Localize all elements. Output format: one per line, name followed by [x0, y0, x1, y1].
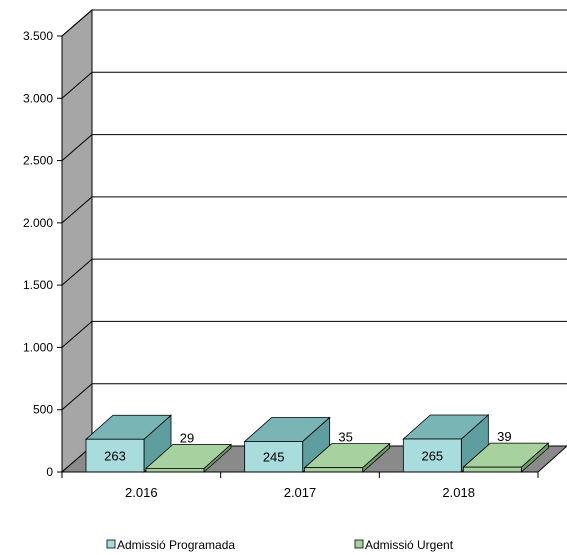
y-tick-label: 0: [46, 465, 53, 479]
y-tick-label: 2.000: [23, 216, 53, 230]
gridline-side: [61, 383, 93, 411]
bar-front: [145, 467, 205, 473]
x-tick-label: 2.018: [442, 485, 475, 500]
gridline-side: [61, 9, 93, 37]
data-label: 245: [263, 450, 285, 465]
legend: Admissió Programada Admissió Urgent: [106, 538, 454, 552]
x-tick-label: 2.017: [284, 485, 317, 500]
gridline-side: [61, 71, 93, 99]
data-label: 263: [104, 449, 126, 464]
chart-walls: [60, 8, 567, 474]
bar: 39: [462, 429, 550, 473]
legend-label-urgent: Admissió Urgent: [365, 538, 454, 552]
bar-front: [462, 466, 522, 473]
x-tick-label: 2.016: [125, 485, 158, 500]
x-axis: 2.016 2.017 2.018: [61, 471, 539, 500]
gridline-side: [61, 134, 93, 161]
y-tick-label: 1.000: [23, 340, 53, 354]
bar: 35: [303, 430, 391, 473]
gridline-side: [61, 321, 93, 348]
gridline-side: [61, 196, 93, 224]
y-tick-label: 2.500: [23, 154, 53, 168]
side-wall: [61, 8, 93, 474]
bar-front: [304, 467, 364, 473]
data-label: 39: [497, 429, 511, 444]
y-tick-label: 3.500: [23, 29, 53, 43]
data-label: 35: [338, 430, 352, 445]
gridline-side: [61, 258, 93, 286]
bars: 263 29 245 35 265 39: [84, 414, 550, 473]
y-axis: 0 500 1.000 1.500 2.000 2.500 3.000 3.500: [23, 29, 63, 479]
legend-swatch-programada: [106, 539, 116, 549]
bar: 265: [402, 414, 490, 473]
bar-front: [244, 441, 304, 473]
back-wall: [92, 10, 567, 446]
bar: 263: [84, 414, 173, 473]
bar: 29: [144, 430, 233, 473]
bar: 245: [243, 416, 331, 473]
bar-front: [85, 438, 145, 473]
gridlines: [61, 9, 567, 411]
data-label: 265: [421, 448, 443, 463]
data-label: 29: [180, 430, 194, 445]
legend-swatch-urgent: [354, 539, 364, 549]
y-tick-label: 1.500: [23, 278, 53, 292]
y-tick-label: 500: [33, 403, 53, 417]
legend-label-programada: Admissió Programada: [117, 538, 235, 552]
y-tick-label: 3.000: [23, 91, 53, 105]
